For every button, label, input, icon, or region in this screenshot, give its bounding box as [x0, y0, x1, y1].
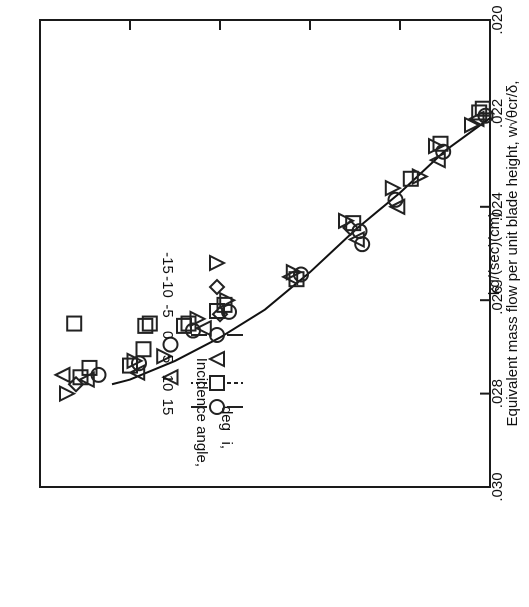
legend-title-line-3: deg	[218, 406, 235, 431]
data-point-circle	[131, 355, 147, 372]
plot-frame	[39, 19, 491, 488]
data-point-triangle-left	[189, 310, 207, 328]
data-point-square	[66, 315, 83, 332]
data-point-diamond	[342, 219, 359, 237]
data-point-triangle-left	[464, 116, 482, 134]
data-point-triangle-right	[194, 319, 212, 337]
data-point-triangle-left	[285, 263, 304, 281]
legend: Incidence angle, i, deg 15 10 5 0 -5 -10 -15	[159, 252, 243, 467]
legend-label: 10	[159, 375, 176, 392]
legend-label: 0	[159, 331, 176, 339]
legend-label: -10	[159, 276, 176, 298]
data-point-triangle-left	[428, 137, 446, 155]
data-point-square	[402, 170, 419, 187]
data-point-triangle-left	[126, 352, 144, 370]
y-tick-label: .024	[489, 192, 506, 221]
data-point-diamond	[67, 375, 85, 393]
data-point-triangle-right	[347, 230, 365, 249]
legend-symbol-triangle-right	[207, 350, 225, 368]
y-tick-labels: .030 .028 .026 .024 .022 .020	[489, 5, 506, 501]
data-point-square	[137, 317, 154, 334]
legend-symbol-circle	[209, 399, 225, 415]
data-point-square	[176, 317, 192, 334]
legend-entries: 15 10 5 0 -5 -10 -15	[159, 252, 243, 415]
data-point-square	[471, 104, 488, 121]
plot-area: .030 .028 .026 .024 .022 .020 Incidence angle…	[39, 5, 521, 502]
data-point-triangle-left	[411, 167, 430, 186]
y-tick-label: .026	[489, 286, 506, 315]
y-tick-label: .020	[489, 5, 506, 34]
legend-symbol-circle	[209, 327, 225, 343]
data-point-triangle-right	[53, 366, 71, 384]
data-point-circle	[354, 236, 371, 253]
legend-symbol-diamond	[208, 278, 226, 296]
data-point-triangle-right	[127, 363, 146, 382]
data-point-triangle-left	[59, 384, 77, 403]
data-point-square	[135, 341, 152, 358]
data-point-square	[474, 100, 491, 117]
data-point-triangle-right	[428, 151, 446, 169]
data-point-square	[72, 369, 89, 386]
data-points	[53, 100, 494, 403]
legend-title-line-2: i,	[218, 442, 235, 450]
data-point-triangle-left	[219, 291, 237, 309]
tick-marks	[129, 19, 490, 488]
data-point-triangle-left	[338, 212, 356, 230]
legend-label: -5	[159, 304, 176, 317]
data-point-triangle-right	[280, 268, 299, 286]
y-axis-units: kg/(sec)(cm)	[486, 212, 503, 295]
legend-label: 5	[159, 355, 176, 363]
legend-label: -15	[159, 252, 176, 274]
y-axis-label: Equivalent mass flow per unit blade heig…	[504, 81, 521, 427]
y-tick-label: .022	[489, 99, 506, 128]
y-tick-label: .030	[489, 472, 506, 501]
legend-title-line-1: Incidence angle,	[193, 358, 210, 467]
data-point-circle	[162, 336, 179, 353]
legend-label: 15	[159, 399, 176, 416]
data-point-triangle-right	[388, 198, 406, 216]
legend-symbol-triangle-left	[209, 254, 227, 272]
data-point-square	[432, 135, 449, 152]
data-point-triangle-left	[384, 179, 403, 197]
data-point-triangle-left	[156, 347, 174, 365]
y-tick-label: .028	[489, 379, 506, 408]
data-point-square	[141, 315, 158, 332]
fit-curve	[111, 117, 491, 386]
legend-symbol-square	[209, 375, 225, 391]
legend-symbol-square	[209, 303, 225, 319]
data-point-triangle-right	[161, 368, 179, 386]
axis-labels: Equivalent mass flow per unit blade heig…	[486, 81, 521, 427]
